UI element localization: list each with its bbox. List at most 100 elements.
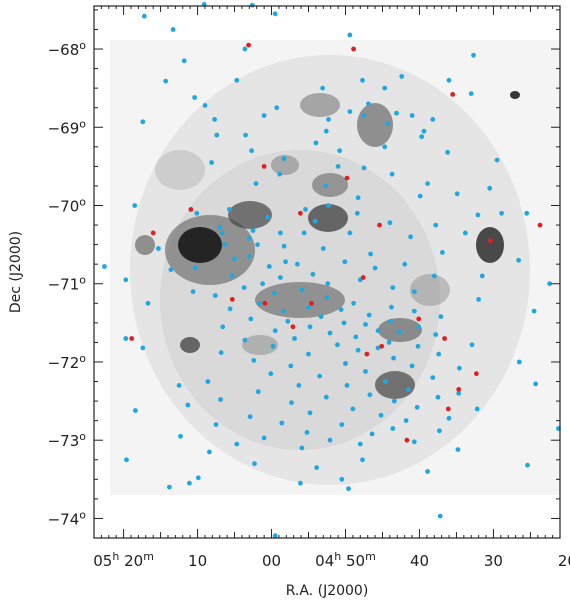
blue-marker — [456, 390, 462, 396]
x-tick-labels: 05h 20m 10 00 04h 50m 40 30 20 — [93, 550, 570, 571]
y-tick-label: −69o — [48, 117, 87, 138]
blue-marker — [383, 379, 388, 384]
blue-marker — [272, 11, 278, 17]
blue-marker — [307, 410, 313, 416]
blue-marker — [285, 318, 291, 324]
blue-marker — [430, 117, 436, 122]
blue-marker — [323, 394, 329, 400]
background-image — [110, 40, 560, 495]
blue-marker — [246, 254, 252, 259]
blue-marker — [314, 465, 319, 470]
blue-marker — [255, 389, 261, 395]
blue-marker — [347, 32, 353, 38]
blue-marker — [414, 404, 420, 410]
blue-marker — [363, 369, 368, 374]
y-tick-label: −71o — [48, 273, 87, 294]
red-marker — [404, 437, 410, 443]
blue-marker — [249, 2, 255, 8]
blue-marker — [343, 361, 348, 366]
red-marker — [309, 300, 314, 306]
blue-marker — [494, 157, 500, 163]
blue-marker — [344, 383, 350, 388]
blue-marker — [217, 225, 223, 230]
blue-marker — [192, 265, 198, 271]
red-marker — [229, 297, 235, 302]
blue-marker — [278, 230, 283, 236]
map-feature — [130, 55, 530, 485]
map-feature — [357, 103, 393, 147]
red-marker — [351, 46, 356, 52]
blue-marker — [252, 461, 257, 467]
blue-marker — [353, 334, 359, 340]
blue-marker — [435, 394, 441, 400]
blue-marker — [499, 210, 504, 216]
blue-marker — [202, 103, 208, 108]
y-tick-label: −70o — [48, 195, 87, 216]
blue-marker — [457, 365, 462, 371]
blue-marker — [425, 469, 430, 474]
red-marker — [474, 371, 479, 377]
blue-marker — [220, 324, 226, 330]
blue-marker — [123, 277, 129, 283]
blue-marker — [360, 77, 365, 83]
blue-marker — [227, 306, 233, 312]
blue-marker — [205, 379, 211, 384]
blue-marker — [132, 203, 138, 208]
blue-marker — [194, 210, 200, 216]
blue-marker — [325, 281, 331, 287]
y-tick-label: −74o — [48, 508, 87, 529]
blue-marker — [312, 218, 318, 224]
blue-marker — [390, 285, 396, 290]
blue-marker — [281, 243, 287, 249]
blue-marker — [268, 371, 274, 377]
blue-marker — [272, 328, 278, 334]
red-marker — [290, 324, 296, 330]
red-marker — [377, 222, 382, 228]
blue-marker — [479, 273, 485, 279]
blue-marker — [178, 433, 183, 439]
blue-marker — [317, 373, 322, 379]
blue-marker — [462, 230, 468, 236]
blue-marker — [475, 212, 481, 218]
blue-marker — [272, 533, 278, 539]
x-tick-label: 10 — [188, 552, 207, 570]
map-feature — [308, 204, 348, 232]
blue-marker — [326, 203, 331, 208]
red-marker — [364, 351, 370, 357]
blue-marker — [525, 462, 530, 468]
blue-marker — [176, 383, 182, 388]
red-marker — [129, 336, 135, 341]
blue-marker — [140, 119, 146, 125]
blue-marker — [357, 441, 363, 447]
blue-marker — [355, 195, 361, 201]
blue-marker — [446, 77, 452, 83]
x-tick-label: 30 — [484, 552, 503, 570]
blue-marker — [369, 431, 375, 437]
axis-ticks — [93, 6, 561, 538]
y-axis-title: Dec (J2000) — [8, 231, 24, 313]
blue-marker — [366, 312, 372, 318]
blue-marker — [218, 397, 223, 402]
blue-marker — [247, 414, 253, 420]
blue-marker — [326, 117, 331, 122]
blue-marker — [433, 332, 439, 337]
blue-marker — [419, 134, 425, 140]
red-marker — [261, 164, 267, 169]
x-tick-label: 05h 20m — [93, 550, 154, 571]
blue-marker — [212, 293, 218, 298]
blue-marker — [409, 363, 415, 369]
map-feature — [135, 235, 155, 255]
y-tick-label: −73o — [48, 430, 87, 451]
red-marker — [456, 387, 462, 392]
blue-marker — [437, 513, 443, 519]
blue-marker — [516, 257, 521, 263]
blue-marker — [218, 350, 224, 355]
blue-marker — [181, 58, 187, 64]
blue-marker — [389, 304, 394, 310]
blue-marker — [437, 428, 442, 434]
blue-marker — [292, 336, 297, 341]
blue-marker — [335, 164, 341, 169]
red-marker — [445, 406, 451, 412]
blue-marker — [411, 439, 417, 445]
blue-marker — [342, 259, 348, 265]
